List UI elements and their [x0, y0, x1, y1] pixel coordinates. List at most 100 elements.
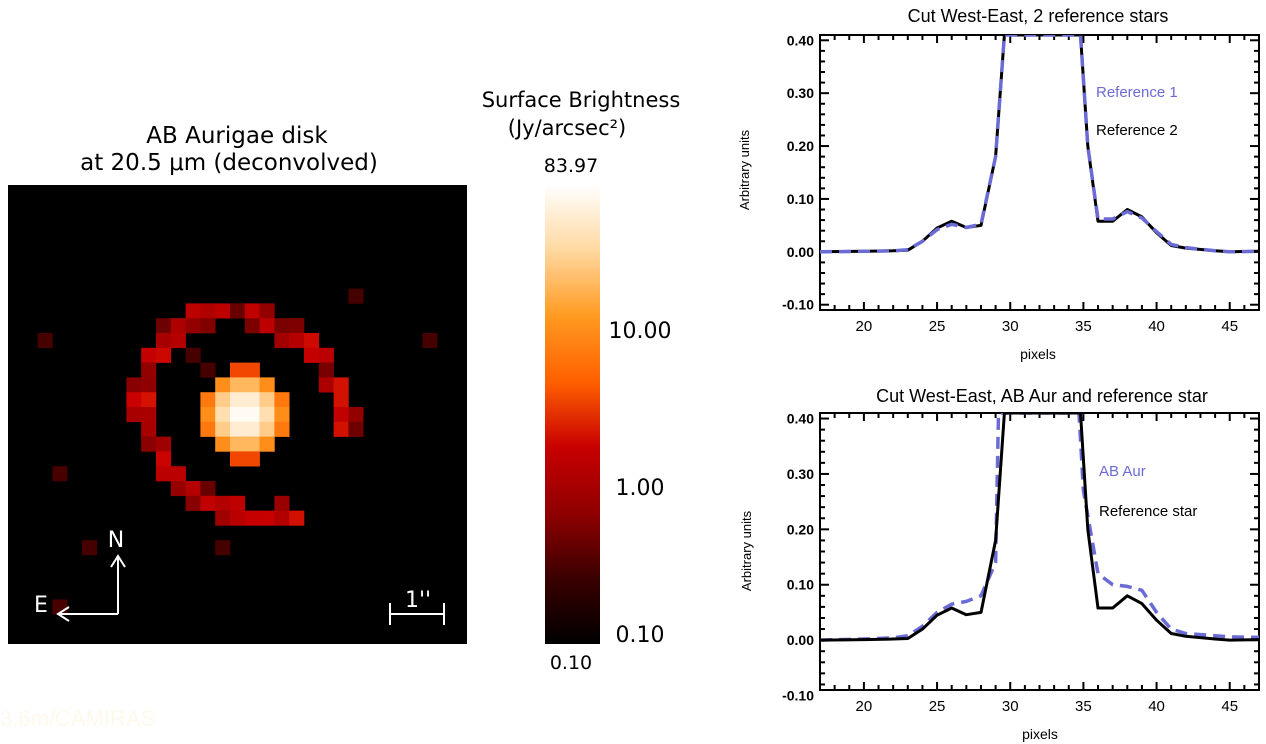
x-tick-label: 35 — [1075, 698, 1092, 715]
image-pixel — [274, 407, 290, 423]
compass-east-label: E — [34, 593, 48, 618]
image-pixel — [215, 540, 231, 556]
x-tick-label: 45 — [1221, 698, 1238, 715]
compass — [56, 554, 126, 622]
image-pixel — [244, 407, 260, 423]
image-pixel — [318, 377, 334, 393]
image-pixel — [230, 303, 246, 319]
image-pixel — [200, 407, 216, 423]
x-tick-label: 20 — [856, 318, 873, 335]
image-panel: AB Aurigae disk at 20.5 μm (deconvolved)… — [8, 123, 467, 644]
image-pixel — [244, 451, 260, 467]
compass-north-label: N — [108, 528, 124, 553]
watermark-text: 3.6m/CAMIRAS — [0, 706, 156, 731]
disk-image-pixels — [37, 288, 438, 615]
image-pixel — [185, 303, 201, 319]
image-pixel — [185, 347, 201, 363]
image-pixel — [274, 421, 290, 437]
image-pixel — [215, 303, 231, 319]
image-pixel — [185, 318, 201, 334]
y-tick-label: 0.30 — [787, 85, 814, 101]
image-pixel — [244, 392, 260, 408]
colorbar-tick-label: 0.10 — [616, 623, 665, 648]
image-pixel — [259, 436, 275, 452]
y-tick-label: 0.30 — [787, 466, 814, 482]
colorbar-title-line1: Surface Brightness — [482, 88, 681, 112]
image-pixel — [244, 510, 260, 526]
image-pixel — [422, 333, 438, 349]
image-pixel — [259, 421, 275, 437]
image-pixel — [304, 333, 320, 349]
image-pixel — [185, 495, 201, 511]
image-pixel — [259, 318, 275, 334]
image-pixel — [156, 436, 172, 452]
image-pixel — [274, 495, 290, 511]
image-pixel — [126, 377, 142, 393]
chart-top-legend-2: Reference 2 — [1096, 122, 1178, 139]
image-pixel — [274, 333, 290, 349]
image-pixel — [215, 421, 231, 437]
y-tick-label: 0.10 — [787, 577, 814, 593]
x-tick-label: 25 — [929, 318, 946, 335]
colorbar-tick-label: 1.00 — [616, 476, 665, 501]
image-pixel — [259, 377, 275, 393]
image-pixel — [230, 421, 246, 437]
image-pixel — [52, 466, 68, 482]
chart-bottom-legend-1: AB Aur — [1099, 463, 1146, 480]
y-tick-label: 0.00 — [787, 632, 814, 648]
image-pixel — [230, 392, 246, 408]
image-pixel — [141, 377, 157, 393]
image-pixel — [274, 318, 290, 334]
image-pixel — [244, 377, 260, 393]
image-title-line2: at 20.5 μm (deconvolved) — [80, 150, 378, 176]
image-pixel — [230, 407, 246, 423]
image-pixel — [170, 333, 186, 349]
x-tick-label: 20 — [856, 698, 873, 715]
chart-bottom-xlabel: pixels — [1022, 726, 1058, 742]
chart-bottom-title: Cut West-East, AB Aur and reference star — [876, 386, 1208, 406]
image-pixel — [259, 303, 275, 319]
chart-bottom-legend-2: Reference star — [1099, 503, 1197, 520]
image-pixel — [141, 392, 157, 408]
image-pixel — [200, 303, 216, 319]
image-pixel — [185, 481, 201, 497]
image-pixel — [348, 421, 364, 437]
series-line-reference-1 — [820, 35, 1259, 254]
image-pixel — [37, 333, 53, 349]
y-tick-label: 0.10 — [787, 191, 814, 207]
image-pixel — [156, 451, 172, 467]
chart-top-title: Cut West-East, 2 reference stars — [908, 6, 1169, 26]
x-tick-label: 45 — [1221, 318, 1238, 335]
colorbar-ticks: 10.00 1.00 0.10 — [609, 319, 672, 648]
image-pixel — [244, 303, 260, 319]
series-line-ab-aur — [820, 413, 1259, 642]
image-pixel — [215, 495, 231, 511]
y-tick-label: 0.40 — [787, 32, 814, 48]
image-pixel — [230, 362, 246, 378]
x-tick-label: 40 — [1148, 318, 1165, 335]
image-pixel — [289, 510, 305, 526]
scale-bar — [389, 603, 445, 625]
image-pixel — [126, 392, 142, 408]
chart-top: Cut West-East, 2 reference stars Arbitra… — [737, 6, 1260, 362]
image-pixel — [141, 347, 157, 363]
image-pixel — [215, 392, 231, 408]
plot-frame — [819, 34, 1260, 311]
compass-east-arrowhead — [56, 606, 70, 622]
chart-top-ylabel: Arbitrary units — [737, 129, 752, 210]
image-pixel — [318, 347, 334, 363]
image-pixel — [200, 421, 216, 437]
image-pixel — [230, 495, 246, 511]
image-pixel — [259, 407, 275, 423]
chart-bottom: Cut West-East, AB Aur and reference star… — [739, 386, 1260, 742]
image-pixel — [170, 318, 186, 334]
image-pixel — [215, 407, 231, 423]
y-tick-label: -0.10 — [782, 688, 814, 704]
image-pixel — [156, 347, 172, 363]
chart-top-xlabel: pixels — [1020, 346, 1056, 362]
image-pixel — [141, 421, 157, 437]
image-pixel — [259, 510, 275, 526]
image-pixel — [230, 510, 246, 526]
image-pixel — [156, 318, 172, 334]
